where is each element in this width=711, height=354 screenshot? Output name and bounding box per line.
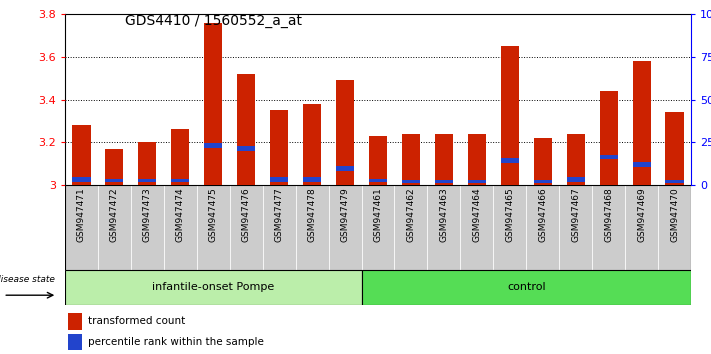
- Bar: [68, 313, 82, 330]
- Bar: [501, 158, 519, 162]
- Bar: [534, 180, 552, 183]
- Bar: [204, 23, 223, 185]
- Bar: [435, 180, 453, 183]
- Bar: [303, 104, 321, 185]
- Text: infantile-onset Pompe: infantile-onset Pompe: [152, 282, 274, 292]
- Bar: [361, 270, 691, 305]
- Bar: [625, 185, 658, 270]
- Bar: [105, 179, 124, 182]
- Text: GSM947461: GSM947461: [373, 188, 383, 242]
- Bar: [493, 185, 526, 270]
- Bar: [567, 134, 584, 185]
- Bar: [592, 185, 625, 270]
- Bar: [633, 162, 651, 167]
- Bar: [534, 138, 552, 185]
- Bar: [460, 185, 493, 270]
- Text: GSM947471: GSM947471: [77, 188, 86, 242]
- Text: GSM947473: GSM947473: [143, 188, 152, 242]
- Bar: [98, 185, 131, 270]
- Bar: [270, 110, 288, 185]
- Text: disease state: disease state: [0, 275, 55, 284]
- Bar: [468, 180, 486, 183]
- Bar: [73, 177, 90, 182]
- Text: GDS4410 / 1560552_a_at: GDS4410 / 1560552_a_at: [125, 14, 302, 28]
- Text: GSM947476: GSM947476: [242, 188, 251, 242]
- Bar: [526, 185, 560, 270]
- Text: GSM947468: GSM947468: [604, 188, 613, 242]
- Bar: [361, 185, 395, 270]
- Text: GSM947464: GSM947464: [472, 188, 481, 242]
- Text: GSM947469: GSM947469: [637, 188, 646, 242]
- Text: control: control: [507, 282, 545, 292]
- Bar: [435, 134, 453, 185]
- Bar: [204, 143, 223, 148]
- Text: GSM947466: GSM947466: [538, 188, 547, 242]
- Bar: [665, 112, 683, 185]
- Bar: [658, 185, 691, 270]
- Text: GSM947475: GSM947475: [209, 188, 218, 242]
- Bar: [131, 185, 164, 270]
- Bar: [369, 136, 387, 185]
- Bar: [395, 185, 427, 270]
- Bar: [303, 177, 321, 182]
- Bar: [427, 185, 460, 270]
- Bar: [402, 134, 420, 185]
- Bar: [262, 185, 296, 270]
- Bar: [270, 177, 288, 182]
- Bar: [296, 185, 328, 270]
- Text: GSM947467: GSM947467: [571, 188, 580, 242]
- Bar: [567, 177, 584, 182]
- Text: transformed count: transformed count: [88, 316, 186, 326]
- Text: GSM947462: GSM947462: [407, 188, 415, 242]
- Text: GSM947478: GSM947478: [308, 188, 316, 242]
- Bar: [560, 185, 592, 270]
- Text: GSM947472: GSM947472: [110, 188, 119, 242]
- Bar: [501, 46, 519, 185]
- Text: GSM947477: GSM947477: [274, 188, 284, 242]
- Bar: [665, 180, 683, 183]
- Bar: [369, 179, 387, 182]
- Bar: [230, 185, 262, 270]
- Bar: [171, 179, 189, 182]
- Bar: [599, 91, 618, 185]
- Bar: [139, 142, 156, 185]
- Bar: [197, 185, 230, 270]
- Bar: [237, 74, 255, 185]
- Text: GSM947463: GSM947463: [439, 188, 449, 242]
- Text: GSM947470: GSM947470: [670, 188, 679, 242]
- Bar: [402, 180, 420, 183]
- Bar: [237, 146, 255, 151]
- Bar: [599, 155, 618, 159]
- Bar: [468, 134, 486, 185]
- Text: percentile rank within the sample: percentile rank within the sample: [88, 337, 264, 347]
- Bar: [633, 61, 651, 185]
- Bar: [171, 130, 189, 185]
- Text: GSM947479: GSM947479: [341, 188, 350, 242]
- Bar: [65, 185, 98, 270]
- Bar: [65, 270, 361, 305]
- Bar: [336, 166, 354, 171]
- Text: GSM947465: GSM947465: [506, 188, 514, 242]
- Bar: [73, 125, 90, 185]
- Bar: [328, 185, 361, 270]
- Bar: [105, 149, 124, 185]
- Bar: [164, 185, 197, 270]
- Bar: [68, 334, 82, 350]
- Bar: [336, 80, 354, 185]
- Text: GSM947474: GSM947474: [176, 188, 185, 242]
- Bar: [139, 179, 156, 182]
